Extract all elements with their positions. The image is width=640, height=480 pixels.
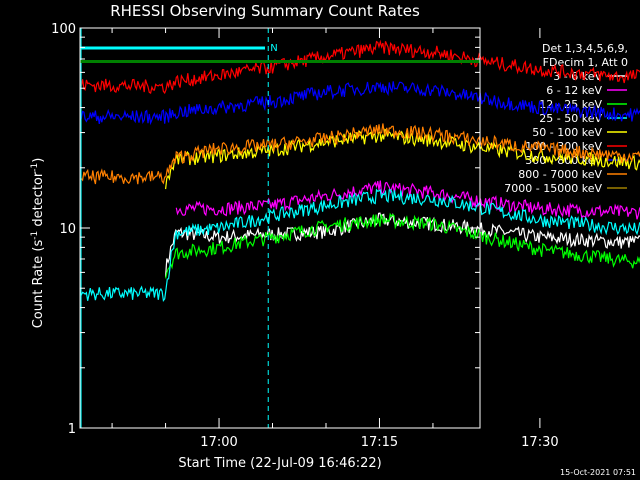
legend-label-4: 50 - 100 keV: [532, 126, 602, 139]
series-6-segment-0: [79, 81, 640, 126]
plot-area: NSRD4DC 11010017:0017:1517:3017:4518:001…: [51, 22, 640, 450]
series-layer: [79, 39, 640, 302]
series-7-segment-0: [79, 123, 640, 185]
x-tick-label-1: 17:15: [361, 435, 398, 450]
x-axis-label: Start Time (22-Jul-09 16:46:22): [178, 456, 381, 471]
y-tick-label-2: 100: [51, 22, 76, 37]
legend-header-line-1: Det 1,3,4,5,6,9,: [542, 42, 628, 55]
series-3-segment-0: [79, 188, 640, 302]
legend-label-7: 800 - 7000 keV: [518, 168, 602, 181]
series-5-segment-0: [79, 39, 640, 95]
legend-label-0: 3 - 6 keV: [553, 70, 602, 83]
chart-title: RHESSI Observing Summary Count Rates: [110, 2, 420, 20]
series-2-segment-0: [165, 212, 640, 279]
timestamp: 15-Oct-2021 07:51: [560, 468, 636, 477]
series-1-segment-0: [175, 180, 640, 220]
y-tick-label-0: 1: [68, 422, 76, 437]
series-4-segment-0: [165, 128, 640, 190]
legend: Det 1,3,4,5,6,9, FDecim 1, Att 0 3 - 6 k…: [504, 42, 628, 195]
legend-header-line-2: FDecim 1, Att 0: [543, 56, 628, 69]
y-tick-label-1: 10: [59, 222, 76, 237]
legend-label-8: 7000 - 15000 keV: [504, 182, 602, 195]
series-0-segment-0: [165, 212, 640, 277]
x-tick-label-0: 17:00: [200, 435, 237, 450]
legend-label-1: 6 - 12 keV: [546, 84, 602, 97]
y-axis-label: Count Rate (s-1 detector-1): [30, 158, 46, 329]
annotation-0: N: [270, 43, 277, 54]
x-tick-label-2: 17:30: [521, 435, 558, 450]
